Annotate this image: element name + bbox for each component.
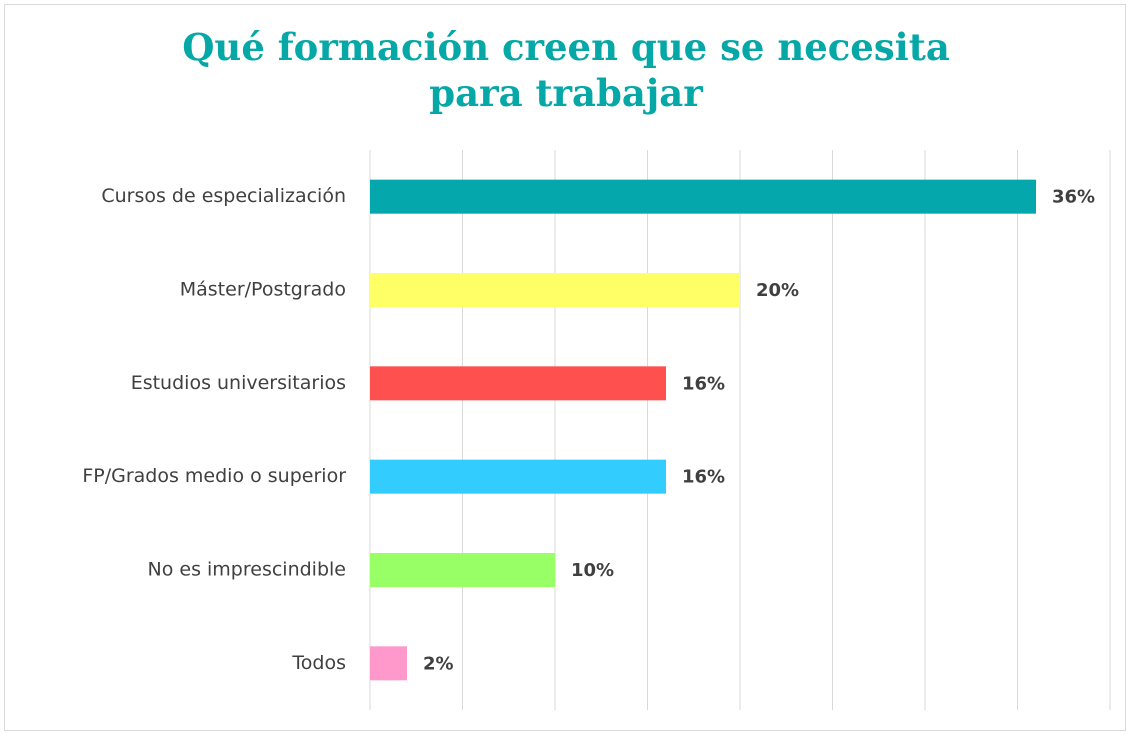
y-tick-label: Máster/Postgrado — [180, 279, 346, 301]
data-label: 16% — [682, 373, 725, 394]
bar — [370, 273, 740, 307]
bar — [370, 366, 666, 401]
y-tick-label: FP/Grados medio o superior — [82, 465, 346, 487]
data-label: 36% — [1052, 187, 1095, 208]
y-tick-label: Estudios universitarios — [131, 372, 346, 394]
data-label: 10% — [571, 560, 614, 581]
y-tick-label: No es imprescindible — [148, 559, 346, 581]
data-label: 20% — [756, 280, 799, 301]
bar — [370, 553, 555, 587]
data-label: 16% — [682, 467, 725, 488]
y-tick-label: Todos — [291, 652, 346, 674]
chart-title: Qué formación creen que se necesita para… — [182, 25, 950, 115]
y-tick-label: Cursos de especialización — [101, 185, 346, 207]
bar — [370, 646, 407, 681]
data-label: 2% — [423, 653, 454, 674]
chart-frame — [4, 4, 1126, 731]
bar — [370, 459, 666, 494]
bar — [370, 179, 1036, 214]
